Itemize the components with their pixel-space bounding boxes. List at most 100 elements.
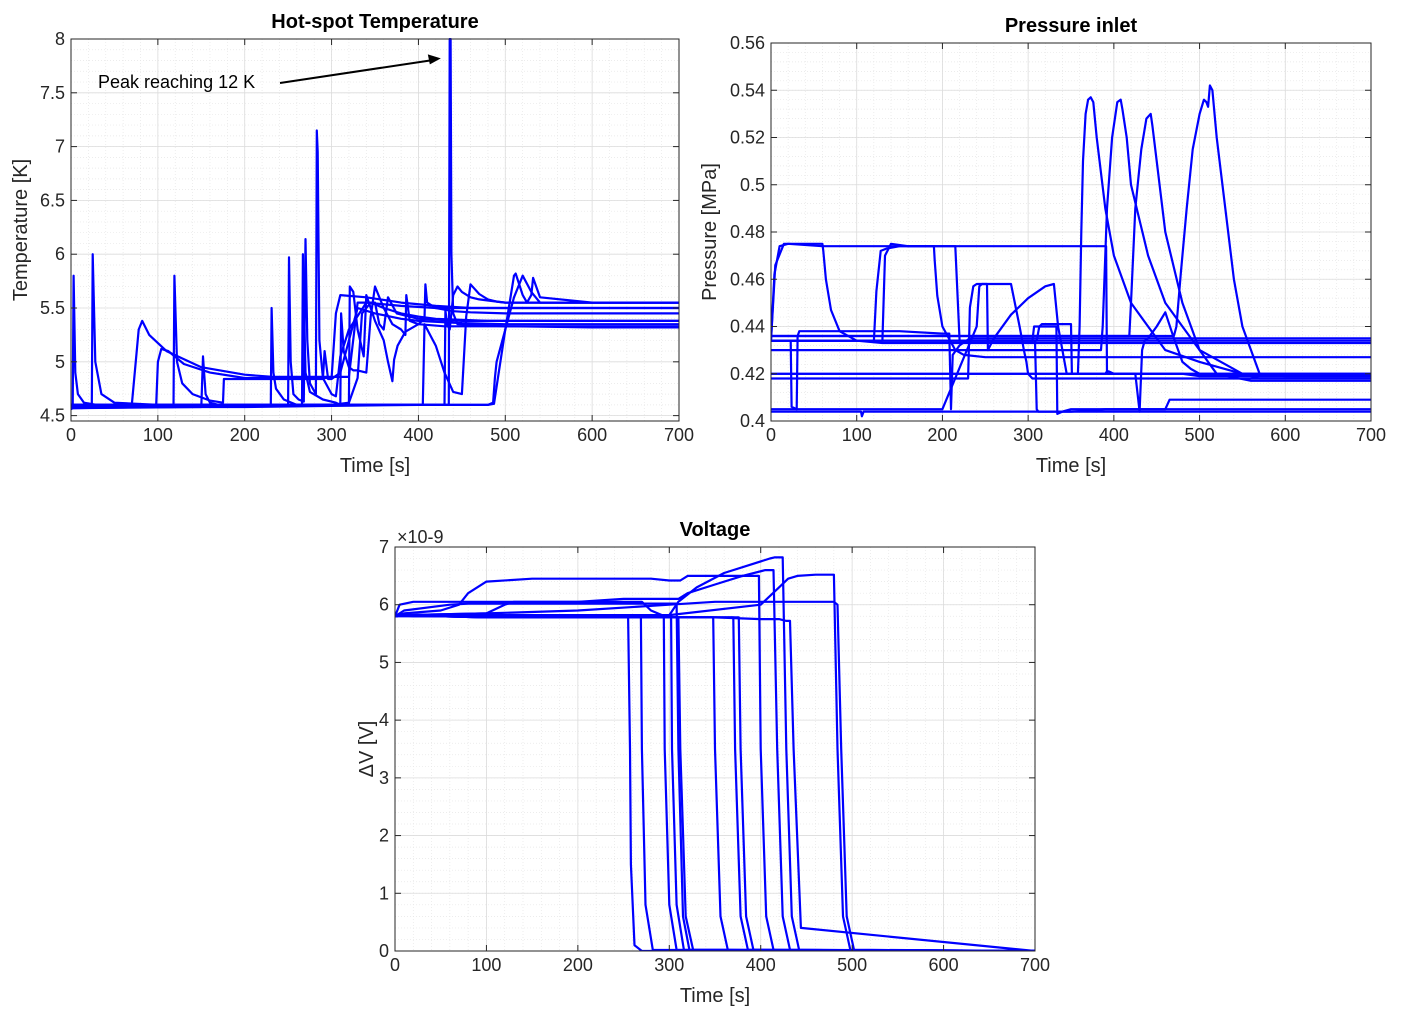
x-tick-label: 400 (403, 425, 433, 445)
x-tick-label: 300 (1013, 425, 1043, 445)
volt-series (395, 556, 1035, 951)
series-line (71, 272, 679, 406)
press-grid (770, 42, 1372, 422)
annotation-arrow-head (427, 54, 441, 65)
y-tick-label: 0.52 (730, 128, 765, 148)
y-tick-label: 8 (55, 29, 65, 49)
y-tick-label: 4 (379, 710, 389, 730)
y-tick-label: 0.5 (740, 175, 765, 195)
y-tick-label: 0.44 (730, 317, 765, 337)
y-tick-label: 0.46 (730, 269, 765, 289)
series-line (71, 294, 679, 410)
temp-title: Hot-spot Temperature (271, 11, 478, 33)
series-line (395, 614, 1035, 951)
press-x-axis-label: Time [s] (1036, 455, 1106, 477)
series-line (395, 614, 1035, 951)
x-tick-label: 300 (654, 955, 684, 975)
series-line (395, 574, 1035, 951)
y-tick-label: 0.4 (740, 411, 765, 431)
y-tick-label: 5 (379, 652, 389, 672)
y-tick-label: 5 (55, 352, 65, 372)
series-line (771, 84, 1371, 378)
volt-x-axis-label: Time [s] (680, 985, 750, 1007)
series-line (771, 98, 1371, 380)
y-tick-label: 0.54 (730, 80, 765, 100)
annotation-arrow-line (279, 59, 431, 84)
temp-y-axis-label: Temperature [K] (10, 159, 32, 301)
x-tick-label: 700 (1356, 425, 1386, 445)
series-line (395, 569, 1035, 951)
y-tick-label: 2 (379, 826, 389, 846)
y-tick-label: 7 (379, 537, 389, 557)
series-line (71, 38, 679, 411)
press-series (771, 84, 1371, 418)
x-tick-label: 500 (837, 955, 867, 975)
x-tick-label: 500 (1185, 425, 1215, 445)
x-tick-label: 100 (842, 425, 872, 445)
series-line (71, 274, 679, 409)
series-line (71, 283, 679, 409)
volt-y-axis-label: ΔV [V] (356, 721, 378, 778)
y-tick-label: 0 (379, 941, 389, 961)
x-tick-label: 400 (746, 955, 776, 975)
temp-series (71, 38, 679, 411)
temp-chart: 0 100 200 300 400 500 600 700 4.5 5 5.5 6 6.5 7 7.5 8 Ho… (10, 11, 694, 477)
y-tick-label: 3 (379, 768, 389, 788)
press-y-axis-label: Pressure [MPa] (699, 163, 721, 301)
x-tick-label: 0 (766, 425, 776, 445)
press-title: Pressure inlet (1005, 15, 1138, 37)
volt-chart: 0 100 200 300 400 500 600 700 0 1 2 3 4 5 6 7 Voltage Tim… (356, 519, 1050, 1007)
x-tick-label: 400 (1099, 425, 1129, 445)
y-tick-label: 0.56 (730, 33, 765, 53)
x-tick-label: 100 (471, 955, 501, 975)
series-line (771, 325, 1371, 415)
series-line (395, 614, 1035, 951)
annotation-text: Peak reaching 12 K (98, 72, 255, 92)
x-tick-label: 200 (230, 425, 260, 445)
y-tick-label: 6.5 (40, 190, 65, 210)
series-line (395, 600, 1035, 951)
series-line (771, 330, 1371, 411)
y-tick-label: 0.48 (730, 222, 765, 242)
x-tick-label: 500 (490, 425, 520, 445)
series-line (395, 614, 1035, 951)
series-line (395, 615, 1035, 951)
temp-grid (70, 38, 680, 421)
x-tick-label: 200 (927, 425, 957, 445)
series-line (395, 573, 1035, 951)
temp-x-axis-label: Time [s] (340, 455, 410, 477)
x-tick-label: 600 (577, 425, 607, 445)
series-line (71, 253, 679, 407)
y-tick-label: 4.5 (40, 406, 65, 426)
x-tick-label: 0 (390, 955, 400, 975)
peak-annotation: Peak reaching 12 K (98, 54, 441, 92)
x-tick-label: 600 (929, 955, 959, 975)
y-tick-label: 0.42 (730, 364, 765, 384)
press-chart: 0 100 200 300 400 500 600 700 0.4 0.42 0.44 0.46 0.4… (699, 15, 1386, 477)
series-line (395, 602, 1035, 951)
x-tick-label: 600 (1270, 425, 1300, 445)
temp-axes-box (70, 38, 680, 422)
y-tick-label: 7.5 (40, 83, 65, 103)
y-tick-label: 5.5 (40, 298, 65, 318)
y-tick-label: 1 (379, 883, 389, 903)
series-line (71, 129, 679, 410)
series-line (395, 614, 1035, 951)
y-tick-label: 6 (379, 595, 389, 615)
x-tick-label: 100 (143, 425, 173, 445)
series-line (771, 242, 1371, 345)
exponent-label: ×10-9 (397, 527, 444, 547)
y-tick-label: 6 (55, 244, 65, 264)
y-tick-label: 7 (55, 137, 65, 157)
series-line (771, 311, 1371, 413)
x-tick-label: 200 (563, 955, 593, 975)
series-line (395, 600, 1035, 951)
x-tick-label: 700 (664, 425, 694, 445)
series-line (395, 614, 1035, 951)
series-line (771, 245, 1371, 359)
series-line (771, 112, 1371, 382)
series-line (771, 398, 1371, 418)
series-line (771, 282, 1371, 380)
series-line (71, 253, 679, 409)
